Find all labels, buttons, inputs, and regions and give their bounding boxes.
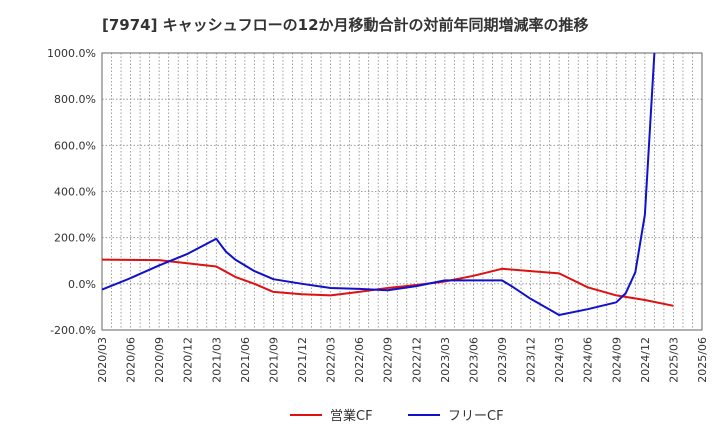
y-tick-label: 800.0%	[54, 93, 96, 106]
x-tick-label: 2022/12	[410, 337, 423, 383]
x-tick-label: 2020/03	[96, 337, 109, 383]
x-tick-label: 2022/03	[325, 337, 338, 383]
x-axis: 2020/03 2020/06 2020/09 2020/12 2021/03 2021/…	[96, 337, 709, 383]
series-line-2	[102, 53, 656, 316]
legend-label-2: フリーCF	[448, 409, 504, 424]
y-tick-label: -200.0%	[50, 324, 96, 337]
x-tick-label: 2023/03	[439, 337, 452, 383]
x-tick-label: 2020/12	[182, 337, 195, 383]
x-tick-label: 2021/03	[210, 337, 223, 383]
y-tick-label: 400.0%	[54, 186, 96, 199]
x-tick-label: 2020/09	[153, 337, 166, 383]
legend: 営業CF フリーCF	[290, 408, 504, 424]
grid	[101, 52, 703, 331]
x-tick-label: 2023/12	[525, 337, 538, 383]
chart-title: [7974] キャッシュフローの12か月移動合計の対前年同期増減率の推移	[102, 16, 589, 34]
x-tick-label: 2025/03	[667, 337, 680, 383]
x-tick-label: 2024/12	[639, 337, 652, 383]
x-tick-label: 2024/09	[610, 337, 623, 383]
x-tick-label: 2023/06	[467, 337, 480, 383]
y-tick-label: 600.0%	[54, 139, 96, 152]
x-tick-label: 2023/09	[496, 337, 509, 383]
x-tick-label: 2021/09	[267, 337, 280, 383]
x-tick-label: 2021/12	[296, 337, 309, 383]
y-tick-label: 1000.0%	[47, 47, 96, 60]
series-group	[102, 53, 674, 316]
x-tick-label: 2025/06	[696, 337, 709, 383]
y-tick-label: 0.0%	[68, 278, 96, 291]
x-tick-label: 2021/06	[239, 337, 252, 383]
plot-area	[101, 52, 703, 331]
x-tick-label: 2022/06	[353, 337, 366, 383]
y-tick-label: 200.0%	[54, 232, 96, 245]
x-tick-label: 2020/06	[125, 337, 138, 383]
legend-label-1: 営業CF	[330, 408, 373, 424]
y-axis: 1000.0% 800.0% 600.0% 400.0% 200.0% 0.0% -200.…	[47, 47, 96, 337]
x-tick-label: 2022/09	[382, 337, 395, 383]
x-tick-label: 2024/06	[582, 337, 595, 383]
x-tick-label: 2024/03	[553, 337, 566, 383]
series-line-1	[102, 258, 674, 307]
